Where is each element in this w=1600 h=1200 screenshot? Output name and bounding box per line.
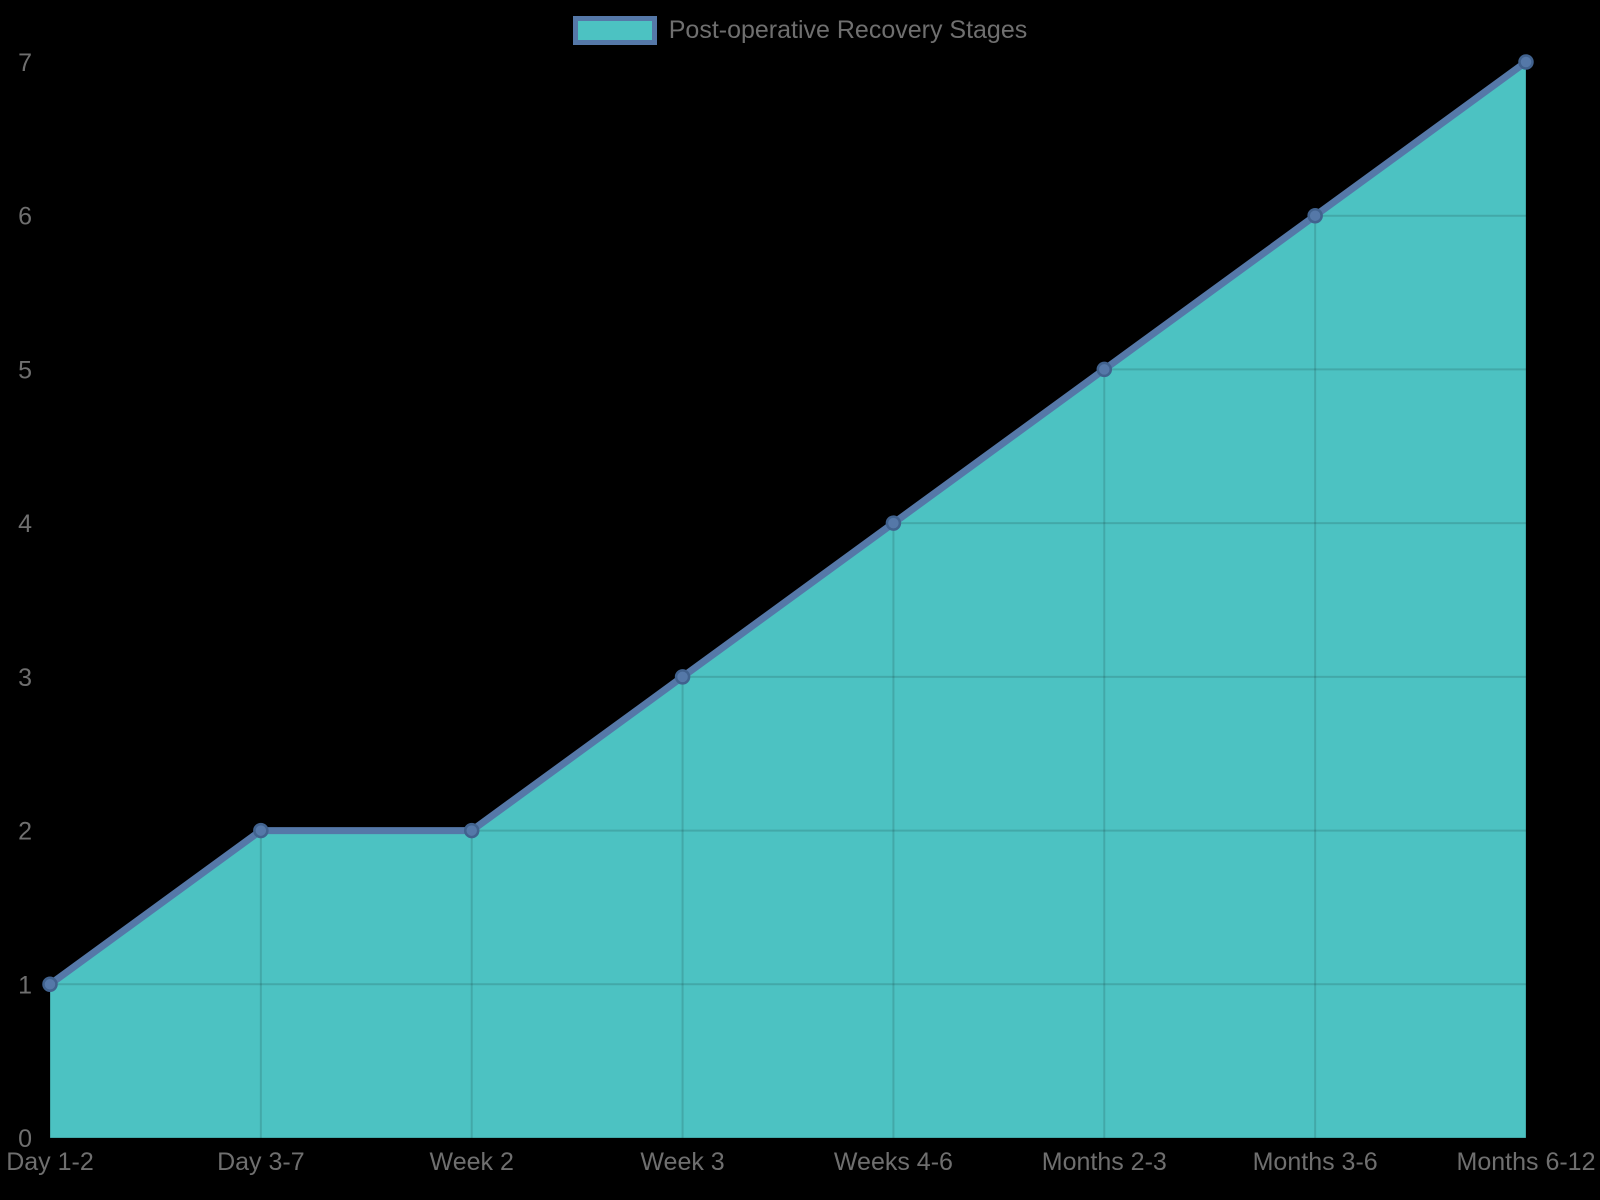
y-axis-tick-label: 6 [18, 203, 32, 231]
data-point-marker[interactable] [253, 822, 269, 839]
data-point-marker[interactable] [1307, 207, 1323, 224]
data-point-markers [42, 54, 1534, 993]
x-axis-category-label: Months 3-6 [1253, 1148, 1378, 1176]
x-axis-category-label: Day 3-7 [217, 1148, 305, 1176]
legend-swatch-icon [572, 16, 657, 45]
gridlines [49, 61, 1527, 1139]
data-point-marker[interactable] [42, 976, 58, 993]
series-line [46, 58, 1530, 988]
x-axis-category-label: Week 2 [430, 1148, 514, 1176]
x-axis-category-label: Months 6-12 [1457, 1148, 1596, 1176]
legend-label: Post-operative Recovery Stages [668, 16, 1028, 44]
x-axis-category-labels: Day 1-2 Day 3-7 Week 2 Week 3 Weeks 4-6 Month… [6, 1148, 1595, 1176]
x-axis-category-label: Weeks 4-6 [834, 1148, 953, 1176]
y-axis-tick-label: 0 [18, 1125, 32, 1153]
data-point-marker[interactable] [674, 669, 691, 685]
legend[interactable]: Post-operative Recovery Stages [0, 16, 1600, 45]
data-point-marker[interactable] [463, 822, 480, 839]
y-axis-tick-labels: 0 1 2 3 4 5 6 7 [18, 49, 32, 1153]
y-axis-tick-label: 7 [18, 49, 32, 77]
y-axis-tick-label: 4 [18, 510, 32, 538]
x-axis-category-label: Day 1-2 [6, 1148, 94, 1176]
y-axis-tick-label: 5 [18, 356, 32, 384]
data-point-marker[interactable] [1518, 54, 1534, 70]
data-point-marker[interactable] [885, 515, 902, 531]
data-point-marker[interactable] [1096, 361, 1113, 378]
x-axis-category-label: Week 3 [640, 1148, 724, 1176]
y-axis-tick-label: 2 [18, 818, 32, 846]
x-axis-category-label: Months 2-3 [1042, 1148, 1167, 1176]
y-axis-tick-label: 3 [18, 664, 32, 692]
y-axis-tick-label: 1 [18, 971, 32, 999]
